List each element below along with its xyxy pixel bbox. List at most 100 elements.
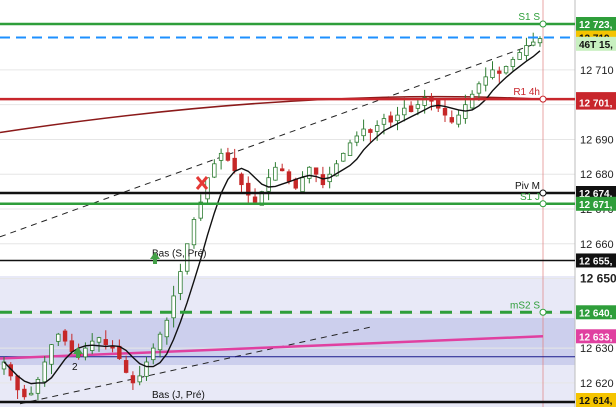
- level-lines: [0, 22, 575, 404]
- price-tag: [576, 393, 616, 407]
- price-tag: [576, 329, 616, 344]
- price-tag-label: 12 723,: [579, 20, 613, 31]
- candle-body: [252, 196, 258, 203]
- candle-body: [103, 339, 108, 346]
- up-arrow-icon: [150, 252, 160, 264]
- candle-body: [49, 344, 54, 365]
- candle-body: [476, 83, 482, 94]
- level-label-1: R1 4h: [513, 87, 540, 98]
- candle-body: [35, 378, 41, 394]
- candle-body: [395, 114, 400, 122]
- pink-level-line: [0, 335, 544, 360]
- candle-body: [117, 345, 122, 359]
- level-marker: [539, 308, 547, 316]
- level-marker: [539, 200, 547, 208]
- price-tag-label: 12 671,: [579, 200, 613, 211]
- candle-body: [442, 107, 448, 116]
- price-tick-label: 12 630: [580, 343, 614, 355]
- markers: 2: [72, 176, 209, 373]
- price-tag-label: 12 655,: [579, 256, 613, 267]
- level-label-5: mS2 S: [510, 300, 540, 311]
- annotation-2: 2: [72, 362, 78, 373]
- candle-body: [273, 166, 278, 181]
- candle-body: [191, 219, 197, 246]
- candle-body: [232, 157, 237, 172]
- price-tag-label: 12 674,: [579, 189, 613, 200]
- candle-body: [56, 333, 61, 342]
- level-labels: S1 S R1 4h Piv MS1 J Bas (S, Pré) mS2 S Bas (…: [152, 12, 547, 401]
- candle-body: [286, 171, 292, 182]
- cross-marker-icon: [195, 176, 209, 190]
- candle-body: [368, 129, 373, 133]
- candle-body: [490, 69, 495, 78]
- candle-body: [402, 107, 407, 116]
- up-arrow-icon: [73, 347, 83, 358]
- candle-body: [164, 319, 170, 338]
- candle-body: [300, 177, 305, 193]
- short-moving-average: [3, 50, 541, 385]
- candle-body: [69, 340, 75, 352]
- candle-body: [266, 177, 271, 192]
- candle-body: [469, 93, 475, 109]
- price-tick-label: 12 690: [580, 134, 614, 146]
- candle-body: [524, 45, 529, 56]
- price-tag: [576, 95, 616, 110]
- price-tag: [576, 196, 616, 211]
- candle-body: [83, 347, 88, 358]
- candle-body: [374, 125, 380, 132]
- level-marker: [539, 20, 547, 28]
- price-tag-label: 12 701,: [579, 99, 613, 110]
- candle-body: [218, 152, 224, 161]
- price-tag: [576, 253, 616, 268]
- candle-body: [171, 295, 176, 319]
- candle-body: [22, 388, 27, 398]
- candle-body: [334, 163, 339, 177]
- candle-body: [307, 166, 312, 179]
- price-tick-label: 12 680: [580, 169, 614, 181]
- price-tag: [576, 36, 616, 51]
- lower-trendline: [19, 326, 371, 405]
- candle-body: [239, 173, 244, 186]
- price-tick-label: 12 650: [580, 272, 616, 286]
- candle-body: [497, 70, 502, 74]
- price-tag-label: 12 614,: [579, 396, 613, 407]
- level-label-4: Bas (S, Pré): [152, 248, 206, 259]
- candle-body: [198, 201, 203, 219]
- candle-body: [123, 360, 129, 373]
- price-tick-label: 12 660: [580, 239, 614, 251]
- level-marker: [539, 95, 547, 103]
- candle-body: [381, 118, 387, 125]
- candle-body: [144, 361, 149, 377]
- candle-body: [408, 105, 414, 113]
- candle-body: [361, 128, 366, 137]
- candle-body: [62, 330, 68, 342]
- moving-average-line: [3, 50, 541, 385]
- level-label-0: S1 S: [518, 12, 540, 23]
- candle-body: [96, 337, 102, 343]
- candle-body: [225, 152, 231, 161]
- level-label-6: Bas (J, Pré): [152, 390, 205, 401]
- price-tag-label: 12 633,: [579, 332, 613, 343]
- price-tag: [576, 305, 616, 320]
- candle-body: [246, 182, 251, 196]
- candle-body: [354, 135, 360, 143]
- candle-body: [537, 38, 543, 44]
- candle-body: [510, 59, 516, 67]
- candle-body: [422, 97, 427, 106]
- candlestick-series: [1, 32, 543, 401]
- candle-body: [259, 191, 265, 206]
- candle-body: [449, 117, 454, 123]
- candle-body: [28, 392, 34, 396]
- price-tag-label: 12 640,: [579, 308, 613, 319]
- price-tick-label: 12 620: [580, 378, 614, 390]
- candle-body: [456, 114, 461, 125]
- price-tag-label: 46T 15,: [579, 40, 613, 51]
- candle-body: [42, 361, 47, 383]
- candle-body: [130, 375, 136, 384]
- candle-body: [436, 99, 441, 109]
- level-marker: [539, 189, 547, 197]
- candle-body: [184, 243, 190, 272]
- candle-body: [483, 76, 488, 86]
- candle-body: [313, 167, 319, 175]
